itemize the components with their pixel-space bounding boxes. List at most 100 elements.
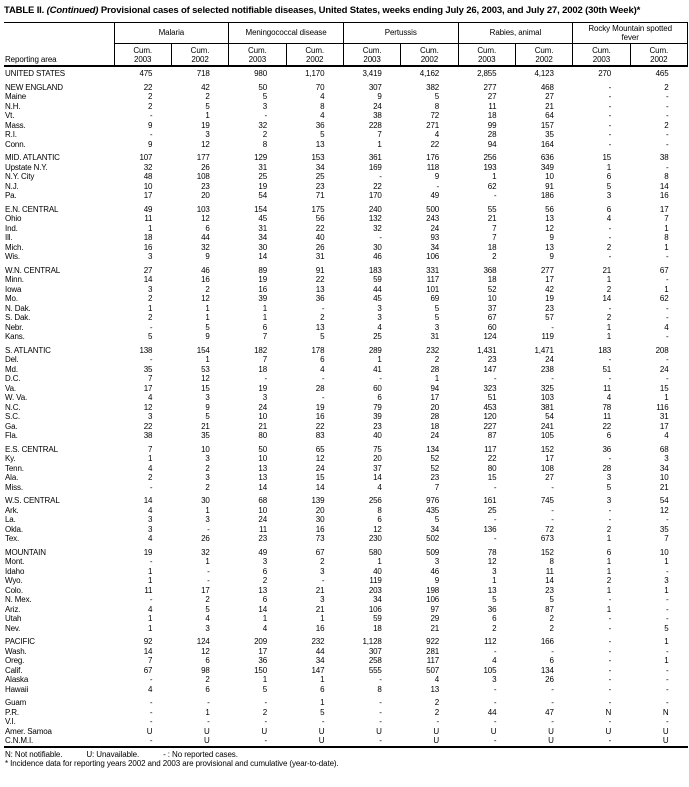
value-cell: - [149, 698, 153, 707]
reporting-area-cell: Kans. [5, 332, 25, 341]
value-cell: 2 [549, 623, 554, 633]
value-cell: 42 [545, 284, 554, 294]
table-row: Mo. 2 12 39 36 45 69 10 19 14 62 [4, 294, 688, 304]
value-cell: 75 [373, 444, 382, 454]
value-cell: 2 [205, 675, 210, 684]
value-cell: - [665, 332, 669, 341]
value-cell: 2 [148, 101, 153, 111]
reporting-area-cell: Md. [5, 364, 18, 374]
value-cell: 3 [148, 524, 153, 534]
value-cell: 24 [373, 101, 382, 111]
value-cell: - [608, 675, 612, 684]
col-header-cum-2003: Cum. 2003 [457, 43, 516, 67]
value-cell: 21 [659, 482, 669, 492]
value-cell: 4 [148, 505, 153, 515]
table-row: P.R. - 1 2 5 - 2 44 47 N N [4, 708, 688, 718]
value-cell: 22 [373, 181, 382, 191]
table-row: Conn. 9 12 8 13 1 22 94 164 - - [4, 140, 688, 150]
value-cell: 22 [315, 223, 325, 233]
table-row: Fla. 38 35 80 83 40 24 87 105 6 4 [4, 431, 688, 441]
value-cell: 11 [603, 383, 612, 393]
value-cell: 117 [484, 444, 497, 454]
value-cell: - [665, 374, 669, 383]
value-cell: 46 [430, 566, 440, 576]
reporting-area-cell: Pa. [5, 191, 17, 200]
table-row: D.C. 7 12 - - - 1 - - - - [4, 374, 688, 384]
reporting-area-cell: MOUNTAIN [5, 547, 46, 557]
value-cell: 16 [201, 275, 210, 284]
value-cell: 18 [143, 233, 153, 242]
value-cell: 17 [258, 646, 268, 656]
value-cell: 8 [320, 101, 325, 111]
value-cell: 507 [426, 665, 440, 675]
value-cell: 34 [430, 524, 440, 534]
value-cell: 25 [258, 172, 268, 181]
value-cell: 94 [430, 383, 440, 393]
value-cell: 3 [205, 393, 210, 402]
value-cell: 1 [205, 557, 210, 566]
value-cell: 4 [377, 322, 382, 332]
value-cell: 28 [602, 463, 612, 473]
value-cell: 1 [377, 139, 382, 149]
value-cell: 277 [483, 82, 497, 92]
value-cell: - [551, 684, 554, 694]
value-cell: 7 [664, 214, 669, 223]
value-cell: 36 [258, 656, 268, 665]
col-header-cum-2003: Cum. 2003 [228, 43, 287, 67]
value-cell: 56 [315, 214, 325, 223]
value-cell: 91 [545, 181, 554, 191]
value-cell: - [665, 665, 669, 675]
value-cell: 1 [320, 614, 325, 623]
table-row: La. 3 3 24 30 6 5 - - - - [4, 515, 688, 525]
value-cell: 152 [540, 547, 554, 557]
table-row: Utah 1 4 1 1 59 29 6 2 - - [4, 614, 688, 624]
value-cell: 186 [540, 191, 554, 200]
value-cell: 307 [368, 646, 382, 656]
value-cell: 22 [143, 82, 153, 92]
table-row: Vt. - 1 - 4 38 72 18 64 - - [4, 111, 688, 121]
value-cell: 270 [598, 69, 612, 78]
value-cell: 59 [373, 275, 382, 284]
value-cell: 91 [315, 265, 325, 275]
value-cell: 5 [320, 130, 325, 139]
title-description: Provisional cases of selected notifiable… [100, 5, 641, 16]
value-cell: 5 [205, 412, 210, 421]
reporting-area-cell: N.H. [5, 101, 21, 111]
reporting-area-cell: La. [5, 515, 16, 524]
value-cell: 98 [201, 665, 210, 675]
reporting-area-cell: Calif. [5, 665, 23, 675]
value-cell: 38 [659, 153, 669, 162]
value-cell: 382 [426, 82, 440, 92]
value-cell: 72 [545, 524, 554, 534]
value-cell: - [207, 524, 210, 534]
value-cell: 465 [655, 69, 669, 78]
value-cell: 60 [373, 383, 382, 393]
col-header-cum-2003: Cum. 2003 [572, 43, 631, 67]
value-cell: - [665, 303, 669, 313]
value-cell: 453 [483, 402, 497, 412]
value-cell: - [608, 355, 612, 364]
group-header-row: Reporting area Malaria Meningococcal dis… [4, 22, 688, 67]
value-cell: 361 [368, 153, 382, 162]
value-cell: 5 [434, 313, 440, 322]
value-cell: 256 [368, 496, 382, 505]
value-cell: 281 [426, 646, 440, 656]
value-cell: 745 [540, 496, 554, 505]
value-cell: 22 [487, 454, 497, 463]
value-cell: 9 [434, 576, 440, 585]
value-cell: - [321, 393, 325, 402]
value-cell: 35 [201, 431, 210, 440]
reporting-area-cell: Wash. [5, 646, 27, 656]
value-cell: 4 [434, 675, 440, 684]
value-cell: 6 [205, 223, 210, 233]
col-header-cum-2002: Cum. 2002 [514, 43, 573, 67]
value-cell: - [608, 717, 612, 726]
table-row: Tenn. 4 2 13 24 37 52 80 108 28 34 [4, 464, 688, 474]
value-cell: 21 [315, 604, 325, 614]
value-cell: 12 [201, 214, 210, 223]
value-cell: 47 [545, 707, 554, 717]
value-cell: 19 [315, 402, 325, 412]
group-header-rabies-animal: Rabies, animal [457, 22, 573, 44]
value-cell: - [608, 614, 612, 623]
value-cell: 26 [545, 675, 554, 684]
